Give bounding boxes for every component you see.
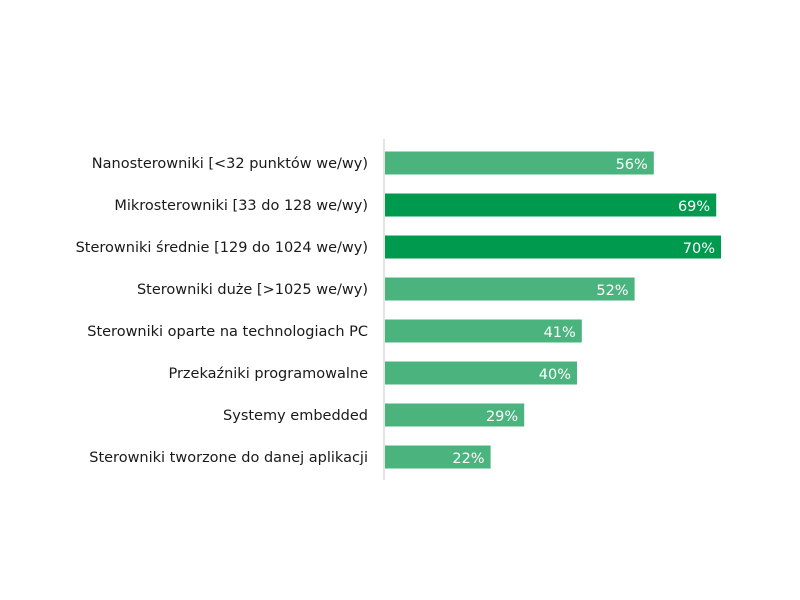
value-label: 29% [486, 409, 518, 425]
category-label: Nanosterowniki [<32 punktów we/wy) [92, 156, 368, 172]
value-label: 40% [539, 367, 571, 383]
category-label: Sterowniki tworzone do danej aplikacji [89, 450, 368, 466]
category-label: Sterowniki oparte na technologiach PC [87, 324, 368, 340]
value-label: 52% [596, 283, 628, 299]
value-label: 69% [678, 199, 710, 215]
category-label: Mikrosterowniki [33 do 128 we/wy) [114, 198, 368, 214]
bar [385, 361, 577, 385]
value-label: 41% [544, 325, 576, 341]
bar [385, 277, 635, 301]
bar [385, 193, 717, 217]
bar [385, 445, 491, 469]
category-label: Systemy embedded [223, 408, 368, 424]
value-label: 56% [616, 157, 648, 173]
bar [385, 403, 525, 427]
value-label: 70% [683, 241, 715, 257]
bar [385, 151, 654, 175]
bar [385, 235, 721, 259]
category-label: Sterowniki duże [>1025 we/wy) [137, 282, 368, 298]
value-label: 22% [452, 451, 484, 467]
category-label: Sterowniki średnie [129 do 1024 we/wy) [76, 240, 368, 256]
bar [385, 319, 582, 343]
category-label: Przekaźniki programowalne [168, 366, 368, 382]
